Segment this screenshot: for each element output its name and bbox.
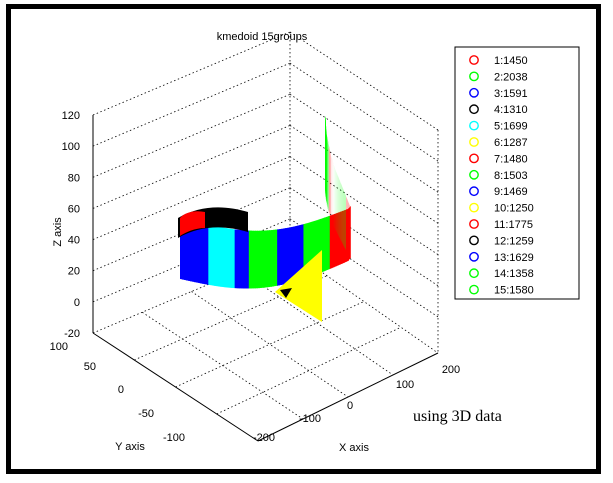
band-segment [180,211,205,236]
legend-label: 14:1358 [494,268,534,280]
x-tick-label: -100 [299,413,321,425]
grid-lines [92,31,439,354]
legend-label: 13:1629 [494,252,534,264]
y-tick-label: 100 [50,341,68,353]
grid-line [142,311,304,420]
legend-label: 11:1775 [494,219,533,231]
y-ticks: 100 50 0 -50 -100 [50,341,185,444]
band-segment [347,206,351,261]
legend-label: 9:1469 [494,186,528,198]
band-segment [280,288,292,298]
grid-line [191,291,349,398]
legend-label: 4:1310 [494,104,528,116]
grid-line [175,301,365,388]
x-ticks: -200 -100 0 100 200 [253,364,460,444]
legend-marker [469,235,479,246]
legend-marker [469,71,479,82]
legend-label: 10:1250 [494,203,534,215]
legend-marker [469,104,479,115]
grid-line [289,93,439,193]
grid-line [92,31,291,116]
legend-marker [469,153,479,164]
grid-line [92,62,291,147]
legend-marker [469,202,479,213]
legend-label: 15:1580 [494,285,534,297]
legend-label: 3:1591 [494,88,528,100]
grid-line [289,156,439,255]
legend-marker [469,268,479,279]
grid-line [289,218,439,318]
legend-marker [469,186,479,197]
legend-label: 1:1450 [494,55,528,67]
legend-marker [469,55,479,65]
grid-line [289,187,439,287]
legend-label: 8:1503 [494,170,528,182]
legend-label: 6:1287 [494,137,528,149]
grid-line [216,326,402,415]
z-tick-label: 0 [74,297,80,309]
data-band [178,116,351,322]
x-tick-label: 200 [442,364,460,376]
band-segment [325,116,326,190]
legend-marker [469,120,479,131]
z-tick-label: 20 [68,266,80,278]
grid-line [92,93,291,178]
z-tick-label: -20 [64,328,80,340]
y-tick-label: -50 [138,408,154,420]
legend-label: 2:2038 [494,71,528,83]
z-ticks: -20 0 20 40 60 80 100 120 [62,110,80,340]
y-tick-label: 0 [118,384,124,396]
grid-z-lines [92,62,439,318]
grid-line [240,270,394,376]
z-tick-label: 60 [68,203,80,215]
grid-line [134,275,328,361]
grid-floor-lines [134,270,402,420]
legend-label: 5:1699 [494,121,528,133]
legend-marker [469,251,479,262]
x-axis-label: X axis [339,442,369,454]
z-tick-label: 100 [62,141,80,153]
x-tick-label: -200 [253,432,275,444]
y-tick-label: 50 [84,361,96,373]
legend-marker [469,169,479,180]
z-tick-label: 40 [68,235,80,247]
legend-label: 12:1259 [494,235,534,247]
legend-marker [469,219,479,229]
legend-marker [469,284,479,295]
legend-marker [469,137,479,147]
z-tick-label: 80 [68,172,80,184]
z-axis-label: Z axis [52,217,64,247]
legend-label: 7:1480 [494,153,528,165]
y-axis-label: Y axis [115,441,145,453]
z-tick-label: 120 [62,110,80,122]
grid-line [289,62,439,162]
x-tick-label: 0 [347,400,353,412]
grid-line [289,31,439,131]
legend-marker [469,87,479,98]
x-tick-label: 100 [396,379,414,391]
grid-line [92,125,291,209]
legend: 1:1450 2:2038 3:1591 4:1310 5:1699 6:1287 7:14… [454,46,580,300]
y-tick-label: -100 [163,432,185,444]
chart-title: kmedoid 15groups [217,31,308,43]
annotation-text: using 3D data [413,408,502,425]
grid-line [289,125,439,224]
band-segment [275,250,322,322]
